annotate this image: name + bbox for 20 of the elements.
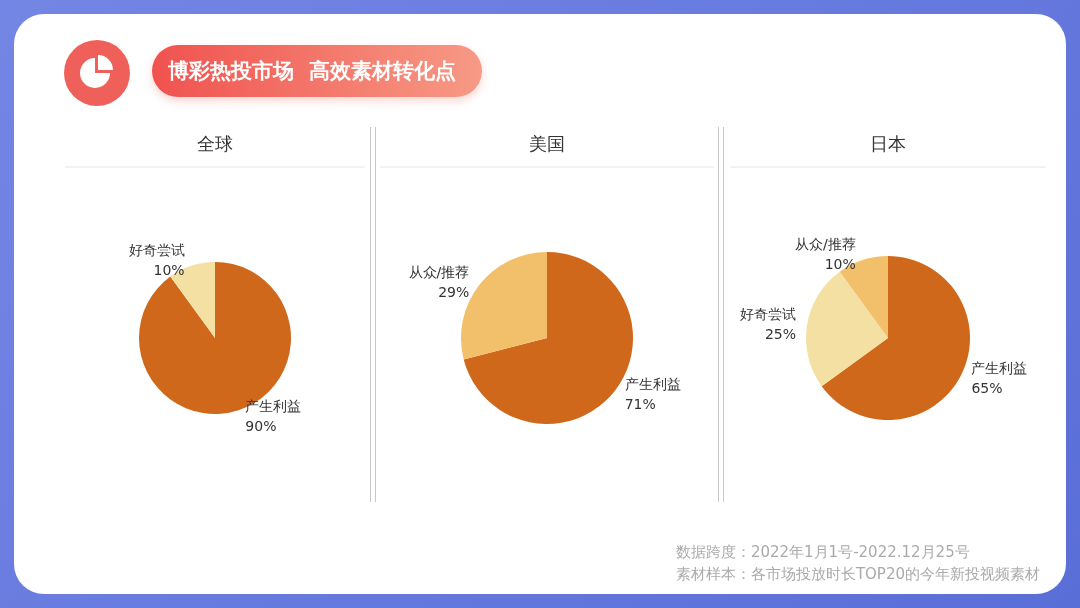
slice-label: 好奇尝试 xyxy=(128,242,185,259)
text: 数据跨度：2022年1月1号-2022.12月25号 xyxy=(675,542,971,563)
chart-title: 日本 xyxy=(870,132,906,154)
data-label: 10% xyxy=(824,256,856,273)
data-label: 10% xyxy=(153,262,185,279)
data-label: 65% xyxy=(971,379,1003,396)
data-label: 25% xyxy=(764,326,797,343)
slice-label: 产生利益 xyxy=(245,397,302,414)
slice-label: 好奇尝试 xyxy=(740,306,797,323)
slice-label: 从众/推荐 xyxy=(408,263,470,280)
text: 素材样本：各市场投放时长TOP20的今年新投视频素材 xyxy=(675,564,1040,585)
data-label: 71% xyxy=(624,396,656,413)
slice-label: 产生利益 xyxy=(624,376,681,393)
slice-label: 从众/推荐 xyxy=(795,236,856,253)
chart-title: 美国 xyxy=(529,132,565,154)
data-label: 90% xyxy=(245,417,277,434)
chart-title: 全球 xyxy=(197,132,233,154)
slice-label: 产生利益 xyxy=(971,359,1028,376)
text: 博彩热投市场 高效素材转化点 xyxy=(152,45,482,97)
data-label: 29% xyxy=(438,283,470,300)
